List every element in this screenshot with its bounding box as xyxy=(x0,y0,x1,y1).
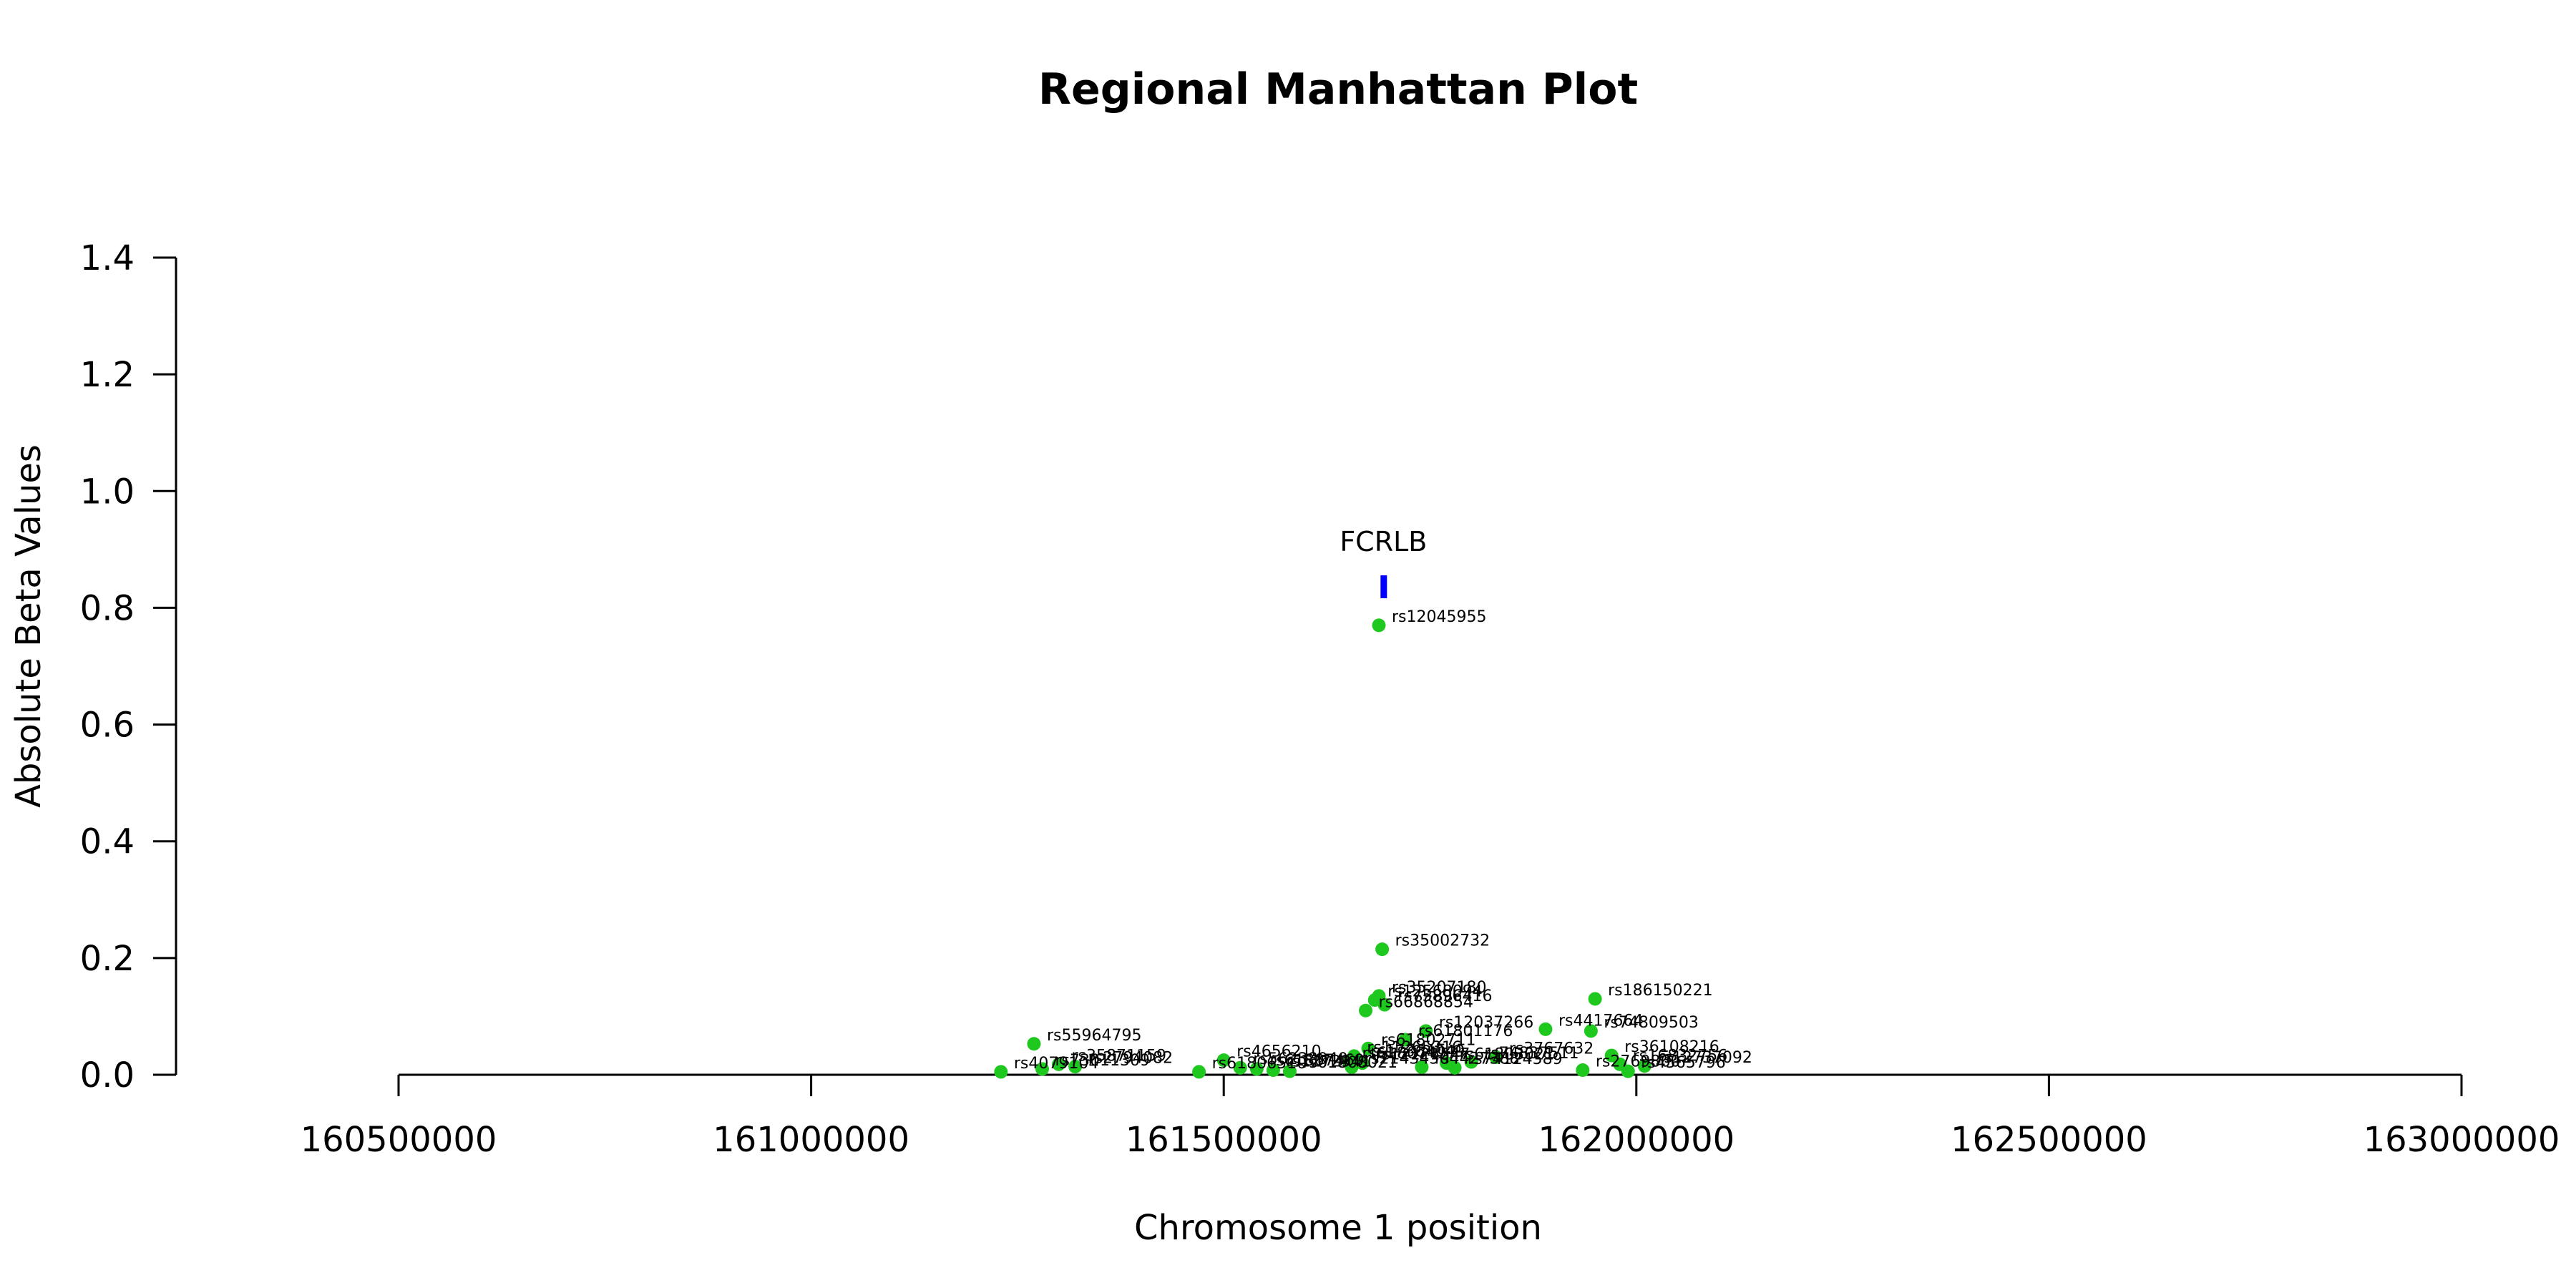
y-axis-label: Absolute Beta Values xyxy=(9,444,49,808)
snp-label: rs12737092 xyxy=(1657,1049,1752,1067)
snp-label: rs3767632 xyxy=(1509,1040,1594,1058)
x-tick-label: 162000000 xyxy=(1538,1120,1735,1160)
snp-point xyxy=(1266,1063,1280,1077)
snp-label: rs74809503 xyxy=(1604,1014,1698,1032)
snp-label: rs16832756 xyxy=(1633,1047,1727,1065)
snp-point xyxy=(1361,1041,1375,1055)
y-tick-label: 1.2 xyxy=(80,355,135,395)
snp-point xyxy=(994,1065,1008,1079)
snp-label: rs74124589 xyxy=(1468,1050,1562,1068)
snp-label: rs61808021 xyxy=(1302,1054,1397,1072)
snp-label: rs11265316 xyxy=(1367,1039,1461,1057)
snp-point xyxy=(1419,1024,1433,1038)
snp-label: rs61806510 xyxy=(1212,1055,1307,1073)
snp-point xyxy=(1233,1060,1247,1075)
y-tick-label: 0.6 xyxy=(80,706,135,746)
snp-point xyxy=(1052,1057,1066,1071)
snp-label: rs74837511 xyxy=(1484,1045,1579,1063)
snp-label: rs2769860 xyxy=(1596,1053,1681,1070)
snp-point xyxy=(1249,1062,1264,1076)
snp-point xyxy=(1375,942,1390,957)
snp-label: rs4656210 xyxy=(1236,1043,1322,1061)
x-tick-label: 162500000 xyxy=(1951,1120,2147,1160)
snp-label: rs12121547 xyxy=(1375,1046,1470,1064)
snp-point xyxy=(1576,1063,1590,1077)
snp-point xyxy=(1398,1033,1413,1047)
snp-point xyxy=(1588,992,1602,1006)
x-tick-label: 163000000 xyxy=(2363,1120,2560,1160)
snp-point xyxy=(1377,997,1392,1012)
snp-point xyxy=(1489,1050,1503,1065)
snp-point xyxy=(1192,1065,1206,1079)
snp-point xyxy=(1621,1064,1635,1078)
y-tick-label: 1.4 xyxy=(80,238,135,278)
snp-label: rs55964795 xyxy=(1047,1027,1141,1045)
snp-point xyxy=(1035,1062,1049,1076)
snp-label: rs12037266 xyxy=(1439,1014,1533,1032)
x-tick-label: 160500000 xyxy=(301,1120,497,1160)
snp-label: rs12568094 xyxy=(1387,983,1482,1001)
x-tick-label: 161500000 xyxy=(1126,1120,1322,1160)
snp-label: rs61801176 xyxy=(1418,1023,1513,1040)
snp-label: rs35002732 xyxy=(1395,932,1490,950)
snp-label: rs186150221 xyxy=(1608,982,1712,1000)
snp-label: rs4565796 xyxy=(1641,1054,1726,1072)
snp-point xyxy=(1464,1055,1478,1069)
x-axis: 160500000 161000000 161500000 162000000 1625… xyxy=(301,1073,2560,1160)
snp-label: rs61807497 xyxy=(1362,1045,1456,1063)
snp-label: rs17364049 xyxy=(1370,1043,1465,1061)
chart-title: Regional Manhattan Plot xyxy=(1038,64,1638,114)
snp-label: rs73011309 xyxy=(1055,1052,1149,1070)
snp-label: rs2143450 xyxy=(1365,1050,1450,1068)
snp-point xyxy=(1538,1022,1553,1036)
snp-label: rs35871159 xyxy=(1072,1047,1166,1065)
gene-track: FCRLB xyxy=(1340,526,1427,599)
snp-label: rs61807469 xyxy=(1269,1052,1364,1070)
snp-label: rs61802711 xyxy=(1381,1031,1475,1049)
snp-label: rs4079104 xyxy=(1014,1055,1099,1073)
gene-bar xyxy=(1380,575,1387,599)
snp-point xyxy=(1372,618,1386,633)
y-axis: 0.0 0.2 0.4 0.6 0.8 1.0 1.2 1.4 xyxy=(80,238,177,1096)
snp-point xyxy=(1068,1060,1083,1074)
y-tick-label: 1.0 xyxy=(80,472,135,512)
snp-label: rs35207180 xyxy=(1392,979,1486,997)
snp-label: rs66868854 xyxy=(1379,993,1473,1011)
snp-point xyxy=(1027,1037,1041,1051)
snp-label: rs12045955 xyxy=(1392,608,1486,626)
snp-label: rs12729417 xyxy=(1286,1053,1380,1070)
snp-label: rs4427388 xyxy=(1435,1050,1520,1068)
snp-label: rs36108216 xyxy=(1624,1038,1719,1056)
snp-labels: rs12045955 rs35002732 rs186150221 rs3520718… xyxy=(1014,608,1752,1073)
gene-label: FCRLB xyxy=(1340,526,1427,557)
y-tick-label: 0.0 xyxy=(80,1055,135,1096)
x-tick-label: 161000000 xyxy=(713,1120,909,1160)
y-tick-label: 0.8 xyxy=(80,588,135,628)
snp-point xyxy=(1604,1048,1619,1063)
snp-label: rs4417664 xyxy=(1558,1012,1644,1030)
snp-point xyxy=(1345,1060,1359,1074)
y-tick-label: 0.4 xyxy=(80,822,135,862)
snp-point xyxy=(1216,1053,1231,1068)
snp-point xyxy=(1282,1064,1297,1078)
snp-point xyxy=(1448,1060,1462,1075)
snp-point xyxy=(1355,1056,1370,1070)
snp-label: rs75896416 xyxy=(1397,987,1492,1005)
snp-point xyxy=(1584,1024,1598,1038)
snp-points xyxy=(994,618,1652,1079)
y-tick-label: 0.2 xyxy=(80,939,135,979)
snp-label: rs61803021 xyxy=(1460,1046,1554,1064)
snp-point xyxy=(1637,1059,1652,1073)
snp-point xyxy=(1415,1060,1429,1074)
x-axis-label: Chromosome 1 position xyxy=(1134,1208,1542,1248)
snp-label: rs2794082 xyxy=(1088,1050,1174,1068)
snp-label: rs56238940 xyxy=(1253,1050,1347,1068)
snp-point xyxy=(1359,1003,1373,1018)
